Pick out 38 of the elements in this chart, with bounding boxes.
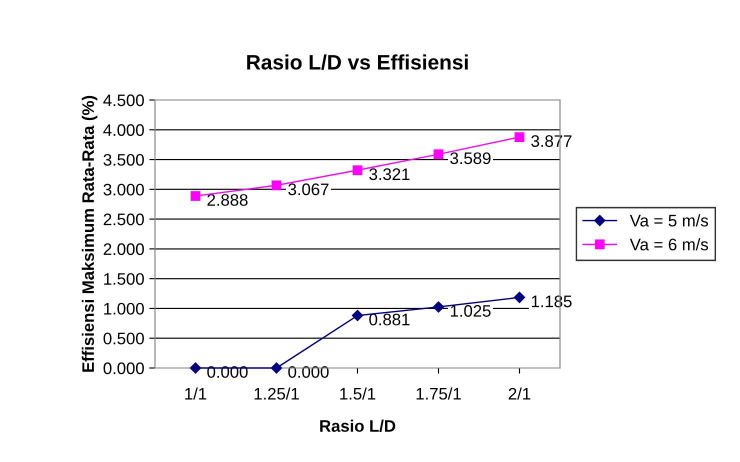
y-tick-label: 4.000 [103,124,144,136]
y-axis-title: Effisiensi Maksimum Rata-Rata (%) [82,96,98,372]
point [190,362,202,374]
data-label: 3.321 [369,168,410,180]
data-label: 3.589 [450,152,491,164]
x-tick-label: 1.75/1 [416,387,461,400]
y-tick-label: 0.000 [104,362,144,374]
point [190,191,200,201]
data-label: 1.185 [532,296,572,308]
y-tick-label: 2.000 [104,243,144,256]
y-tick-label: 1.500 [104,273,144,285]
point [352,165,362,176]
y-tick-label: 3.500 [104,154,144,166]
x-tick-label: 1.25/1 [254,387,299,400]
y-tick-label: 2.500 [104,214,144,226]
point [514,292,526,304]
y-tick-label: 4.500 [103,94,144,106]
y-tick-label: 0.500 [104,332,144,344]
x-axis-title: Rasio L/D [320,420,396,432]
legend-label: Va = 6 m/s [630,238,708,250]
data-label: 3.877 [531,135,572,147]
data-label: 1.025 [450,305,491,317]
y-tick-label: 1.000 [104,302,144,315]
point [514,132,524,142]
point [272,180,282,190]
point [270,362,282,374]
x-tick-label: 1.5/1 [340,387,376,400]
point [352,310,364,322]
data-label: 3.067 [288,183,328,196]
y-tick-label: 3.000 [104,184,144,196]
chart-title: Rasio L/D vs Effisiensi [247,54,468,70]
data-label: 2.888 [207,194,248,206]
point [434,149,444,160]
data-label: 0.881 [369,314,410,326]
point [432,301,444,313]
x-tick-label: 2/1 [508,387,530,400]
x-tick-label: 1/1 [185,387,206,400]
legend-label: Va = 5 m/s [630,214,708,227]
